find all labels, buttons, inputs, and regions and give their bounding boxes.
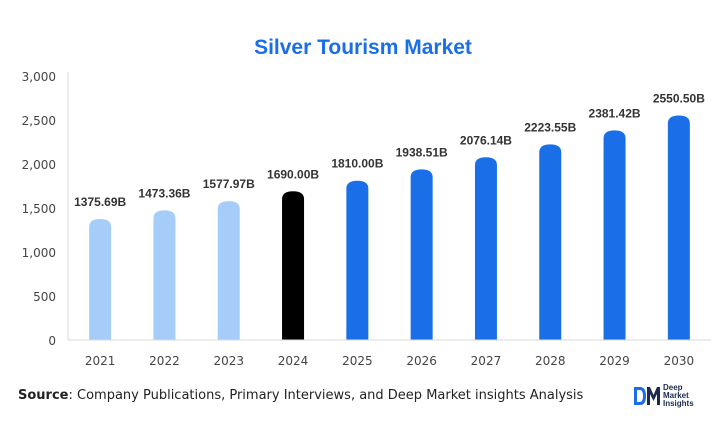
bar-2026 [410, 169, 433, 340]
bar-2030 [667, 115, 690, 340]
logo-line-2: Market [663, 391, 689, 400]
bar-2023 [217, 201, 240, 340]
x-tick-label: 2021 [85, 354, 116, 368]
bar-2029 [603, 130, 626, 340]
chart-title: Silver Tourism Market [254, 36, 472, 59]
x-tick-label: 2030 [664, 354, 695, 368]
y-tick-label: 3,000 [22, 70, 56, 84]
data-label: 1375.69B [74, 195, 126, 209]
source-note: Source: Company Publications, Primary In… [18, 388, 583, 403]
y-tick-label: 1,000 [22, 246, 56, 260]
source-label: Source [18, 388, 69, 403]
y-tick-label: 0 [48, 334, 56, 348]
x-tick-label: 2024 [278, 354, 309, 368]
source-text: : Company Publications, Primary Intervie… [68, 388, 584, 403]
data-label: 1690.00B [267, 167, 319, 181]
bars [89, 115, 690, 340]
x-tick-label: 2027 [471, 354, 502, 368]
logo-wordmark: Deep Market Insights [663, 384, 694, 408]
x-tick-label: 2028 [535, 354, 566, 368]
x-tick-label: 2023 [213, 354, 244, 368]
y-tick-label: 2,000 [22, 158, 56, 172]
data-label: 1938.51B [396, 145, 448, 159]
company-logo: Deep Market Insights [633, 383, 713, 411]
bar-2022 [153, 210, 176, 340]
data-label: 1473.36B [138, 186, 190, 200]
data-label: 2550.50B [653, 92, 705, 106]
data-label: 2381.42B [589, 106, 641, 120]
y-axis: 0 500 1,000 1,500 2,000 2,500 3,000 [22, 70, 69, 348]
y-tick-label: 2,500 [22, 114, 56, 128]
logo-line-1: Deep [663, 383, 683, 392]
dm-logo-icon [634, 387, 660, 405]
data-label: 1577.97B [203, 177, 255, 191]
bar-2028 [539, 144, 562, 340]
data-label: 2076.14B [460, 133, 512, 147]
data-label: 1810.00B [331, 157, 383, 171]
y-tick-label: 1,500 [22, 202, 56, 216]
x-tick-label: 2026 [406, 354, 437, 368]
data-label: 2223.55B [524, 120, 576, 134]
bar-2025 [346, 180, 369, 340]
y-tick-label: 500 [33, 290, 56, 304]
x-tick-label: 2022 [149, 354, 180, 368]
bar-2024 [282, 191, 305, 340]
bar-2027 [474, 157, 497, 340]
x-axis: 2021 2022 2023 2024 2025 2026 2027 2028 2029 2030 [68, 339, 711, 368]
x-tick-label: 2025 [342, 354, 373, 368]
logo-line-3: Insights [663, 399, 694, 408]
bar-2021 [89, 218, 112, 340]
data-labels: 1375.69B 1473.36B 1577.97B 1690.00B 1810.00B… [74, 92, 705, 209]
x-tick-label: 2029 [599, 354, 630, 368]
